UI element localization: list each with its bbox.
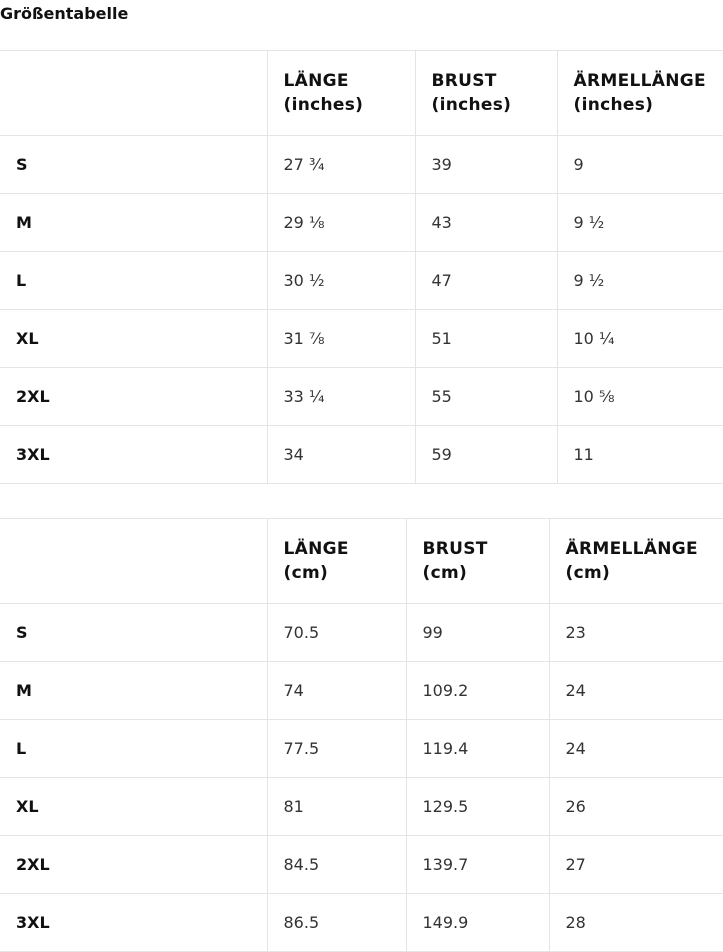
measurement-cell: 84.5 [266, 835, 407, 894]
size-label: XL [0, 777, 268, 836]
table-row: M 29 ⅛ 43 9 ½ [0, 193, 723, 252]
measurement-cell: 23 [548, 603, 723, 662]
measurement-cell: 81 [266, 777, 407, 836]
size-table-cm: LÄNGE (cm) BRUST (cm) ÄRMELLÄNGE (cm) S 70.… [0, 518, 723, 952]
measurement-cell: 9 ½ [556, 193, 723, 252]
table-row: L 77.5 119.4 24 [0, 719, 723, 778]
measurement-cell: 31 ⅞ [266, 309, 416, 368]
measurement-cell: 109.2 [405, 661, 550, 720]
size-table-inches: LÄNGE (inches) BRUST (inches) ÄRMELLÄNGE (… [0, 50, 723, 484]
measurement-cell: 86.5 [266, 893, 407, 952]
measurement-cell: 74 [266, 661, 407, 720]
measurement-cell: 119.4 [405, 719, 550, 778]
measurement-cell: 47 [414, 251, 558, 310]
measurement-cell: 99 [405, 603, 550, 662]
column-header: BRUST (inches) [414, 50, 558, 136]
measurement-cell: 27 ¾ [266, 135, 416, 194]
measurement-cell: 33 ¼ [266, 367, 416, 426]
measurement-cell: 10 ¼ [556, 309, 723, 368]
size-label: XL [0, 309, 268, 368]
table-row: M 74 109.2 24 [0, 661, 723, 720]
table-row: 2XL 84.5 139.7 27 [0, 835, 723, 894]
table-row: XL 81 129.5 26 [0, 777, 723, 836]
measurement-cell: 9 [556, 135, 723, 194]
measurement-cell: 24 [548, 661, 723, 720]
measurement-cell: 43 [414, 193, 558, 252]
size-label: M [0, 193, 268, 252]
size-label: L [0, 251, 268, 310]
measurement-cell: 77.5 [266, 719, 407, 778]
measurement-cell: 39 [414, 135, 558, 194]
measurement-cell: 9 ½ [556, 251, 723, 310]
size-label: 3XL [0, 893, 268, 952]
measurement-cell: 24 [548, 719, 723, 778]
column-header: ÄRMELLÄNGE (inches) [556, 50, 723, 136]
size-label: M [0, 661, 268, 720]
column-header: LÄNGE (inches) [266, 50, 416, 136]
column-header [0, 518, 268, 604]
measurement-cell: 139.7 [405, 835, 550, 894]
table-header-row: LÄNGE (inches) BRUST (inches) ÄRMELLÄNGE (… [0, 50, 723, 136]
table-row: S 70.5 99 23 [0, 603, 723, 662]
column-header: BRUST (cm) [405, 518, 550, 604]
size-label: 3XL [0, 425, 268, 484]
measurement-cell: 11 [556, 425, 723, 484]
size-label: 2XL [0, 367, 268, 426]
measurement-cell: 129.5 [405, 777, 550, 836]
measurement-cell: 149.9 [405, 893, 550, 952]
table-row: S 27 ¾ 39 9 [0, 135, 723, 194]
size-label: 2XL [0, 835, 268, 894]
measurement-cell: 34 [266, 425, 416, 484]
table-row: 3XL 34 59 11 [0, 425, 723, 484]
table-header-row: LÄNGE (cm) BRUST (cm) ÄRMELLÄNGE (cm) [0, 518, 723, 604]
measurement-cell: 28 [548, 893, 723, 952]
size-label: S [0, 603, 268, 662]
column-header: ÄRMELLÄNGE (cm) [548, 518, 723, 604]
measurement-cell: 26 [548, 777, 723, 836]
measurement-cell: 70.5 [266, 603, 407, 662]
measurement-cell: 59 [414, 425, 558, 484]
table-row: 2XL 33 ¼ 55 10 ⅝ [0, 367, 723, 426]
measurement-cell: 30 ½ [266, 251, 416, 310]
column-header: LÄNGE (cm) [266, 518, 407, 604]
table-row: L 30 ½ 47 9 ½ [0, 251, 723, 310]
column-header [0, 50, 268, 136]
size-label: S [0, 135, 268, 194]
measurement-cell: 29 ⅛ [266, 193, 416, 252]
table-row: XL 31 ⅞ 51 10 ¼ [0, 309, 723, 368]
table-row: 3XL 86.5 149.9 28 [0, 893, 723, 952]
page-title: Größentabelle [0, 4, 129, 23]
size-label: L [0, 719, 268, 778]
measurement-cell: 51 [414, 309, 558, 368]
measurement-cell: 55 [414, 367, 558, 426]
measurement-cell: 27 [548, 835, 723, 894]
measurement-cell: 10 ⅝ [556, 367, 723, 426]
